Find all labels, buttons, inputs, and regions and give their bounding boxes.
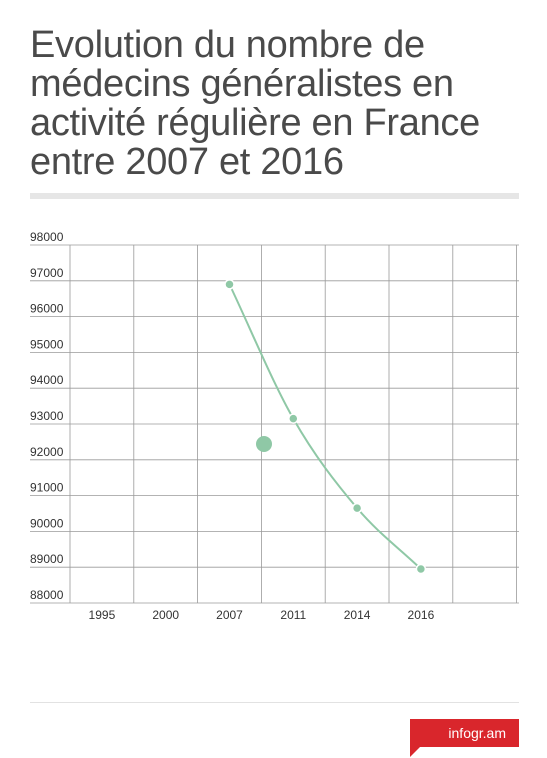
x-tick-label: 1995 — [89, 608, 116, 622]
x-tick-label: 2000 — [152, 608, 179, 622]
data-point — [415, 563, 427, 575]
y-tick-label: 89000 — [30, 552, 64, 566]
y-tick-label: 91000 — [30, 481, 64, 495]
data-point — [351, 502, 363, 514]
y-tick-label: 98000 — [30, 230, 64, 244]
y-axis-ticks: 98000 97000 96000 95000 94000 93000 92000 91000… — [30, 230, 64, 602]
x-tick-label: 2011 — [280, 608, 306, 622]
y-tick-label: 97000 — [30, 266, 64, 280]
chart-grid — [30, 244, 519, 604]
series-line — [228, 283, 422, 570]
y-tick-label: 96000 — [30, 302, 64, 316]
x-axis-ticks: 1995 2000 2007 2011 2014 2016 — [89, 608, 435, 622]
y-tick-label: 93000 — [30, 409, 64, 423]
series-layer — [224, 279, 427, 575]
y-tick-label: 94000 — [30, 373, 64, 387]
y-tick-label: 90000 — [30, 516, 64, 530]
line-chart: 98000 97000 96000 95000 94000 93000 92000 91000… — [30, 230, 519, 622]
brand-badge-tail — [410, 745, 422, 757]
data-point — [224, 279, 235, 290]
footer-divider — [30, 702, 519, 703]
title-divider — [30, 193, 519, 199]
data-point — [288, 413, 299, 424]
x-tick-label: 2016 — [408, 608, 435, 622]
y-tick-label: 92000 — [30, 445, 64, 459]
y-tick-label: 88000 — [30, 588, 64, 602]
x-tick-label: 2007 — [216, 608, 243, 622]
x-tick-label: 2014 — [344, 608, 371, 622]
chart-legend — [256, 436, 272, 452]
brand-label: infogr.am — [448, 725, 506, 741]
y-tick-label: 95000 — [30, 337, 64, 351]
legend-marker — [256, 436, 272, 452]
chart-title: Evolution du nombre de médecins générali… — [30, 24, 480, 183]
brand-badge[interactable]: infogr.am — [410, 719, 519, 747]
